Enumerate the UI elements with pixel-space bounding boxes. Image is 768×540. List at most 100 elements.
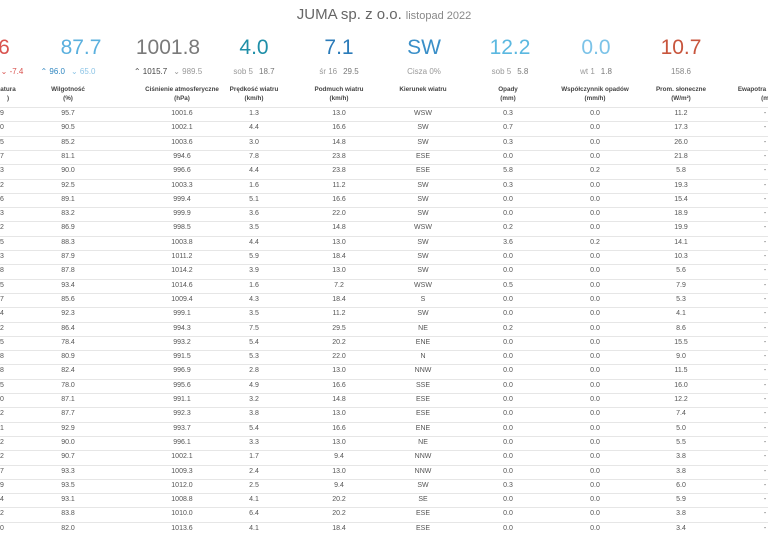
table-cell: 92.3 — [61, 310, 75, 318]
table-cell: 1.6 — [249, 281, 259, 289]
header-line: atura — [0, 86, 16, 93]
table-cell: 18.4 — [332, 524, 346, 532]
table-cell: 0.0 — [503, 410, 513, 418]
row-separator — [0, 135, 768, 137]
table-cell: 0.2 — [503, 224, 513, 232]
table-cell: ENE — [415, 424, 431, 432]
table-cell: - — [763, 295, 767, 303]
table-cell: 7 — [0, 467, 4, 475]
table-cell: 6.4 — [249, 510, 259, 518]
summary-value: 7.1 — [324, 36, 354, 59]
table-cell: 5.0 — [676, 424, 686, 432]
table-cell: NE — [418, 324, 428, 332]
table-cell: 5 — [0, 281, 4, 289]
table-cell: SE — [418, 496, 428, 504]
table-cell: 2.5 — [249, 481, 259, 489]
table-cell: 996.9 — [173, 367, 191, 375]
table-cell: 996.1 — [173, 438, 191, 446]
table-cell: - — [763, 124, 767, 132]
table-cell: - — [763, 281, 767, 289]
table-cell: 8 — [0, 367, 4, 375]
table-cell: 0.0 — [590, 353, 600, 361]
table-cell: 4.1 — [676, 310, 686, 318]
table-cell: - — [763, 410, 767, 418]
table-cell: 3.8 — [676, 510, 686, 518]
row-separator — [0, 164, 768, 166]
table-cell: 3.6 — [249, 210, 259, 218]
table-cell: 2 — [0, 224, 4, 232]
table-cell: 0.0 — [503, 195, 513, 203]
table-cell: 13.0 — [332, 367, 346, 375]
table-cell: - — [763, 524, 767, 532]
column-header: Wilgotność (%) — [51, 86, 85, 103]
table-cell: 0.3 — [503, 181, 513, 189]
table-cell: 5.3 — [249, 353, 259, 361]
table-cell: SW — [417, 481, 429, 489]
table-cell: - — [763, 396, 767, 403]
column-header: Prędkość wiatru (km/h) — [230, 86, 279, 103]
table-cell: 0.0 — [590, 381, 600, 389]
table-cell: 0.2 — [590, 238, 600, 246]
table-cell: 5.3 — [676, 295, 686, 303]
summary-value: 10.7 — [660, 36, 702, 59]
table-cell: NNW — [414, 367, 432, 375]
table-cell: - — [763, 381, 767, 389]
table-cell: 0 — [0, 124, 4, 132]
table-cell: SW — [417, 310, 429, 318]
table-cell: ESE — [415, 396, 431, 403]
table-cell: - — [763, 138, 767, 146]
table-cell: 995.6 — [173, 381, 191, 389]
table-cell: NE — [418, 438, 428, 446]
row-separator — [0, 178, 768, 180]
table-cell: 991.5 — [173, 353, 191, 361]
table-cell: 0.0 — [590, 138, 600, 146]
table-cell: 0.0 — [590, 410, 600, 418]
table-cell: 7.4 — [676, 410, 686, 418]
table-cell: 996.6 — [173, 167, 191, 175]
summary-sub: ⌃ 96.0 ⌄ 65.0 — [38, 67, 99, 76]
row-separator — [0, 450, 768, 452]
table-cell: 10.3 — [674, 253, 688, 260]
table-cell: 23.8 — [332, 167, 346, 175]
row-separator — [0, 421, 768, 423]
table-cell: 0.0 — [590, 181, 600, 189]
table-cell: 1001.6 — [171, 110, 193, 117]
summary-value: 12.2 — [489, 36, 531, 59]
table-cell: 7.5 — [249, 324, 259, 332]
table-cell: 3.2 — [249, 396, 259, 403]
table-cell: 87.7 — [61, 410, 75, 418]
table-cell: 11.5 — [674, 367, 688, 375]
table-cell: - — [763, 152, 767, 160]
table-cell: 20.2 — [332, 496, 346, 504]
table-cell: 0.0 — [590, 110, 600, 117]
table-cell: - — [763, 438, 767, 446]
table-cell: 1011.2 — [171, 253, 193, 260]
table-cell: 9.0 — [676, 353, 686, 361]
table-cell: - — [763, 181, 767, 189]
summary-sub: sob 5 18.7 — [230, 67, 277, 76]
table-cell: SW — [417, 210, 429, 218]
table-cell: 0.0 — [590, 253, 600, 260]
table-cell: 999.4 — [173, 195, 191, 203]
table-cell: 4.4 — [249, 124, 259, 132]
table-cell: 18.4 — [332, 295, 346, 303]
table-cell: 3 — [0, 253, 4, 260]
table-cell: 1002.1 — [171, 453, 193, 461]
table-cell: 4.1 — [249, 496, 259, 504]
table-cell: NNW — [414, 453, 432, 461]
table-cell: 0.0 — [590, 324, 600, 332]
table-cell: 90.0 — [61, 167, 75, 175]
table-cell: 0.0 — [503, 295, 513, 303]
table-cell: 999.9 — [173, 210, 191, 218]
table-cell: 14.1 — [674, 238, 688, 246]
table-cell: 3.0 — [249, 138, 259, 146]
table-cell: 0.0 — [503, 267, 513, 275]
table-cell: 993.2 — [173, 338, 191, 346]
table-cell: 3.5 — [249, 224, 259, 232]
table-cell: 991.1 — [173, 396, 191, 403]
table-cell: - — [763, 238, 767, 246]
table-cell: 0.0 — [590, 367, 600, 375]
table-cell: 93.4 — [61, 281, 75, 289]
table-cell: 90.7 — [61, 453, 75, 461]
table-cell: 82.0 — [61, 524, 75, 532]
